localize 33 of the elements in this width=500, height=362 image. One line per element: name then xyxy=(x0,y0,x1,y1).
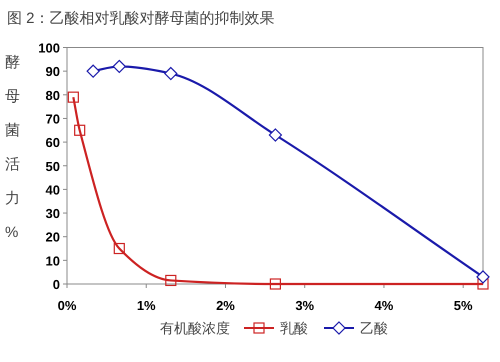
point xyxy=(68,92,79,103)
point xyxy=(268,128,282,142)
point xyxy=(164,66,178,80)
x-tick-label: 3% xyxy=(295,298,315,313)
point xyxy=(114,242,125,254)
y-axis-title: 酵母菌活力% xyxy=(5,54,20,241)
x-tick-label: 2% xyxy=(216,298,236,313)
legend-label: 乳酸 xyxy=(280,320,308,336)
y-tick-label: 20 xyxy=(46,230,60,245)
y-tick-label: 60 xyxy=(46,135,60,150)
y-tick-label: 50 xyxy=(46,158,60,174)
point xyxy=(112,60,126,74)
point xyxy=(86,64,100,78)
y-tick-label: 80 xyxy=(46,88,60,103)
y-tick-label: 40 xyxy=(46,182,60,198)
y-tick-label: 90 xyxy=(46,64,60,80)
y-tick-label: 100 xyxy=(38,40,60,56)
chart-title: 图 2：乙酸相对乳酸对酵母菌的抑制效果 xyxy=(7,10,275,27)
point xyxy=(270,278,281,290)
x-tick-label: 0% xyxy=(58,298,77,313)
x-axis-title: 有机酸浓度 xyxy=(160,320,230,336)
point xyxy=(74,124,86,136)
point xyxy=(165,274,176,286)
point xyxy=(477,278,489,290)
x-tick-label: 4% xyxy=(374,298,394,313)
legend-label: 乙酸 xyxy=(360,320,388,336)
x-tick-label: 1% xyxy=(136,298,156,313)
y-tick-label: 10 xyxy=(46,253,60,268)
y-tick-label: 70 xyxy=(46,111,60,126)
y-tick-label: 0 xyxy=(52,277,60,292)
y-tick-label: 30 xyxy=(46,206,60,222)
x-tick-label: 5% xyxy=(454,298,474,313)
point xyxy=(476,270,490,284)
